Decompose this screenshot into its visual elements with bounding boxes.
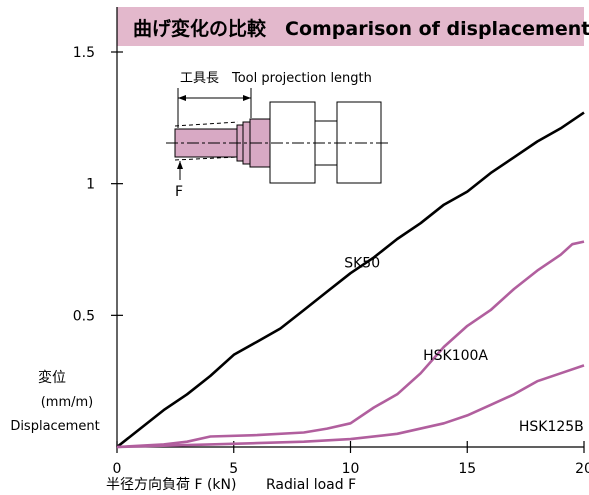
y-label-line-3: Displacement [10,419,99,434]
x-tick-label: 0 [113,461,122,477]
series-line-hsk125b [116,364,585,449]
inset-force-arrow [177,161,183,169]
inset-arrow-left [178,95,186,101]
axis-ticks: 0 5 10 15 20 0.5 1 1.5 [73,45,589,477]
x-label-en: Radial load F [266,477,356,493]
x-tick-label: 15 [458,461,476,477]
y-label-line-2: (mm/m) [41,395,94,410]
inset-force-label: F [175,184,183,200]
series-label-hsk125b: HSK125B [519,419,584,435]
y-tick-label: 1.5 [73,45,95,61]
series-label-sk50: SK50 [344,256,380,272]
inset-length-label: 工具長 Tool projection length [180,71,372,86]
inset-arrow-right [243,95,251,101]
series-line-hsk100a [116,240,585,449]
x-tick-label: 5 [229,461,238,477]
series-label-hsk100a: HSK100A [423,348,488,364]
title-bar [117,7,584,46]
series-layer: SK50 HSK100A HSK125B [116,111,585,449]
tool-inset-diagram: 工具長 Tool projection length F [166,71,388,200]
chart-title: 曲げ変化の比較 Comparison of displacement [133,17,589,40]
x-label-jp: 半径方向負荷 F (kN) [106,477,236,493]
x-tick-label: 20 [575,461,589,477]
inset-deflected-outline [174,121,239,161]
y-tick-label: 0.5 [73,308,95,324]
y-label-line-1: 変位 [38,369,66,386]
y-tick-label: 1 [86,177,95,193]
series-line-sk50 [116,111,585,449]
inset-tool-shank [174,128,238,158]
x-tick-label: 10 [342,461,360,477]
